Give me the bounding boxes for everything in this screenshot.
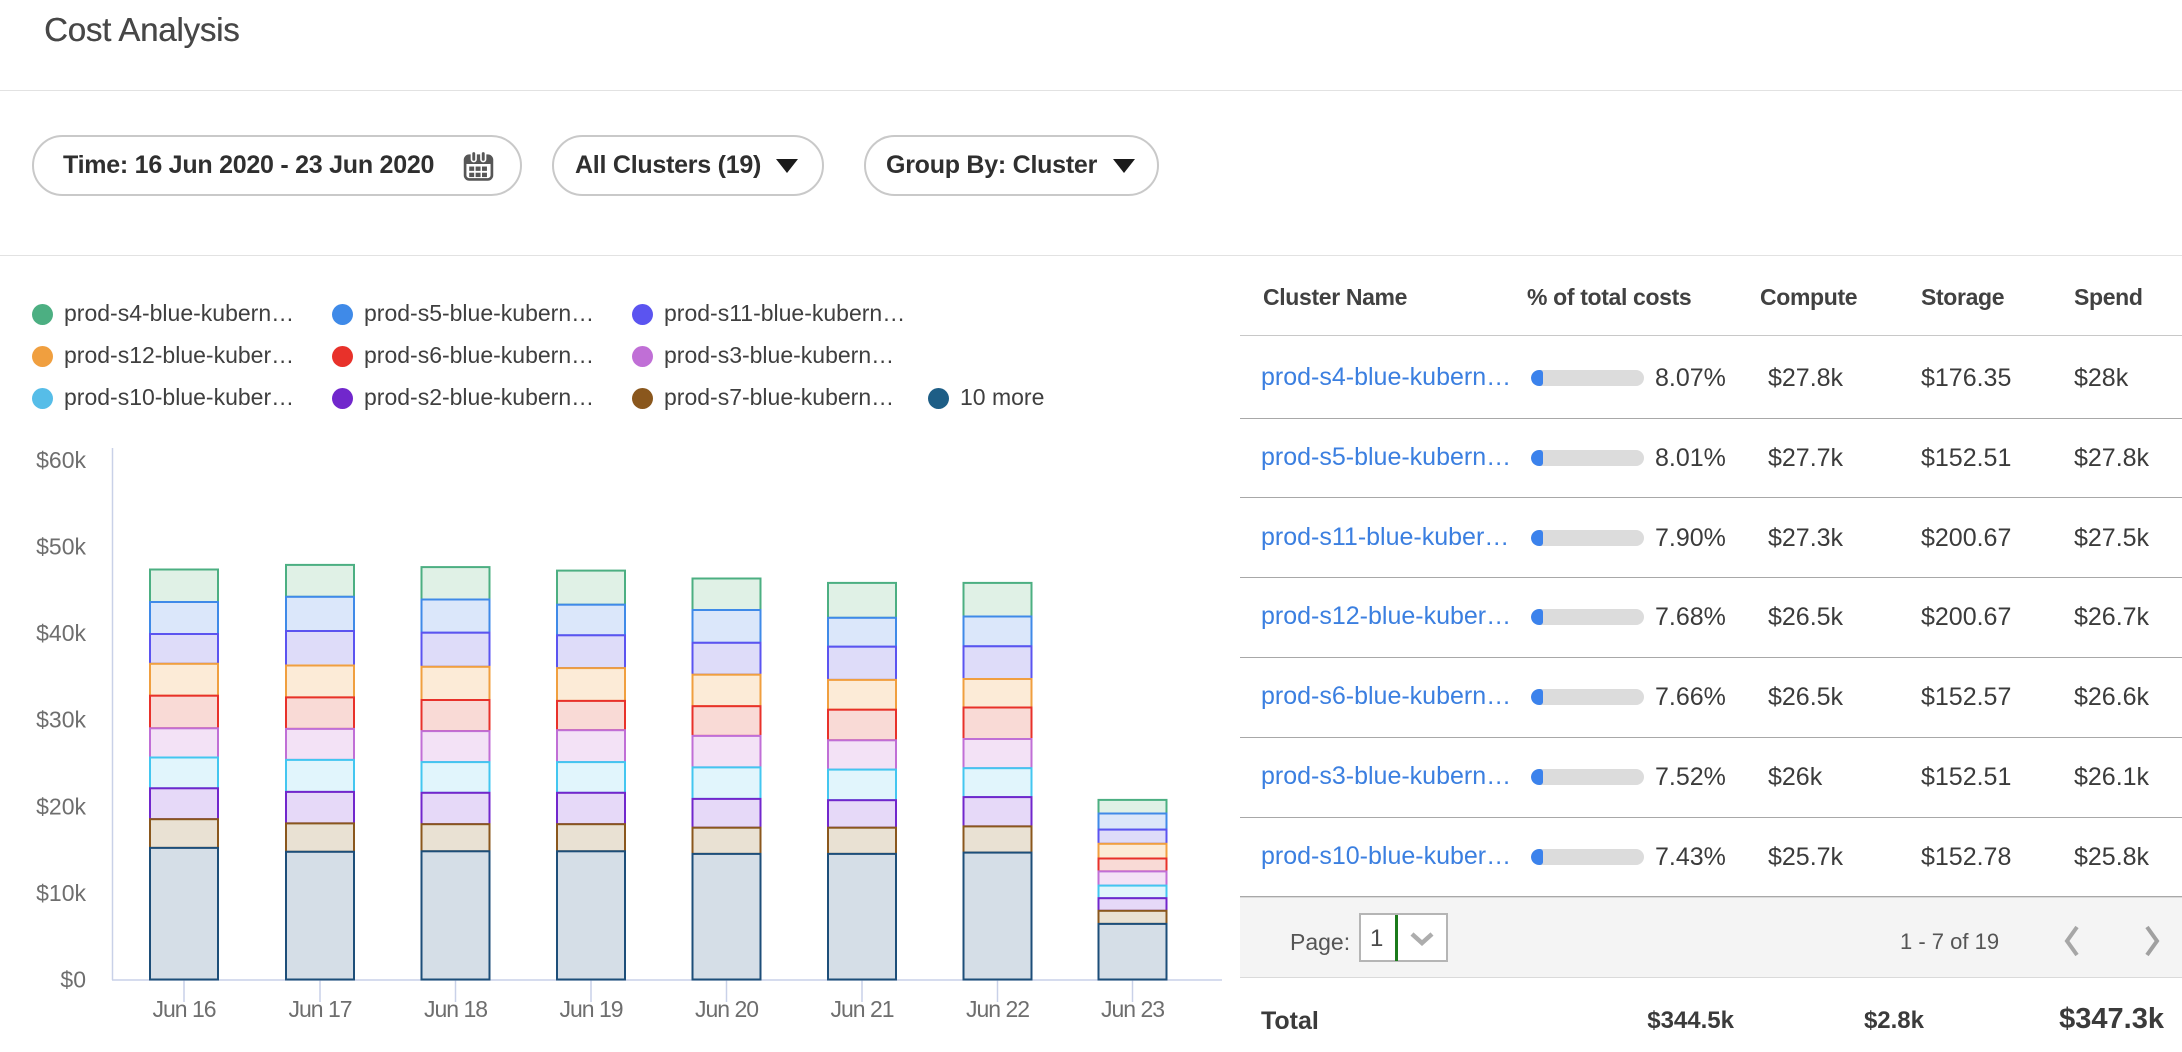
svg-text:Jun 16: Jun 16 <box>152 996 215 1022</box>
svg-text:$10k: $10k <box>36 880 86 906</box>
svg-text:Jun 22: Jun 22 <box>966 996 1029 1022</box>
svg-text:Jun 18: Jun 18 <box>424 996 487 1022</box>
svg-text:$50k: $50k <box>36 534 86 560</box>
svg-text:$40k: $40k <box>36 620 86 646</box>
svg-text:$20k: $20k <box>36 793 86 819</box>
svg-text:$60k: $60k <box>36 447 86 473</box>
svg-text:Jun 17: Jun 17 <box>288 996 351 1022</box>
svg-text:$0: $0 <box>60 967 86 993</box>
svg-text:$30k: $30k <box>36 707 86 733</box>
svg-text:Jun 23: Jun 23 <box>1101 996 1164 1022</box>
svg-text:Jun 19: Jun 19 <box>559 996 622 1022</box>
svg-text:Jun 21: Jun 21 <box>830 996 893 1022</box>
svg-text:Jun 20: Jun 20 <box>695 996 758 1022</box>
